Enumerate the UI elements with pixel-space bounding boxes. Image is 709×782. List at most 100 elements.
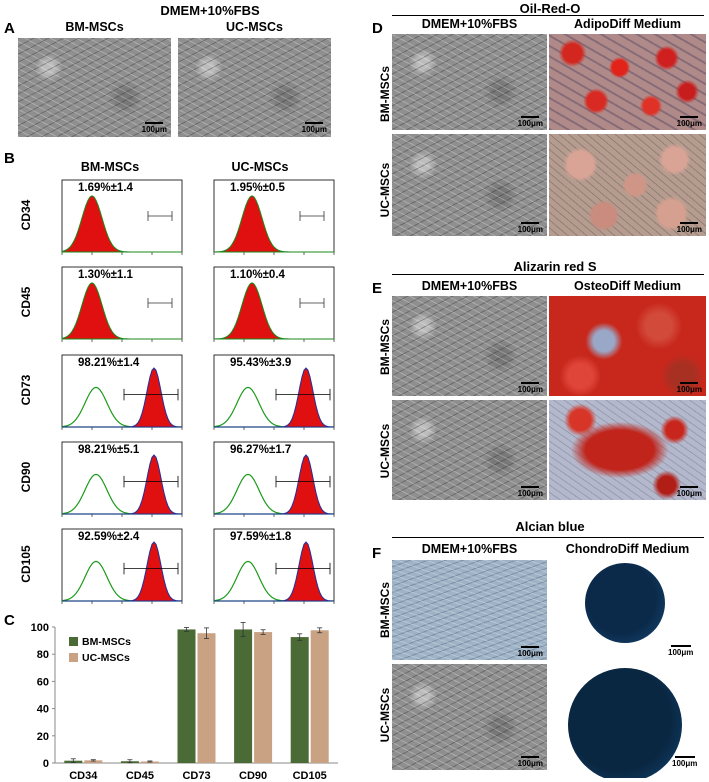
- bar-bm: [177, 629, 196, 763]
- scale-bar: 100μm: [518, 486, 543, 498]
- legend-swatch: [69, 637, 78, 646]
- facs-percentage-bm: 98.21%±5.1: [78, 444, 140, 456]
- panel-e-row-bm: BM-MSCs: [378, 319, 392, 375]
- facs-histogram-uc: [208, 527, 336, 609]
- panel-d-uc-control: 100μm: [392, 134, 547, 236]
- error-bar: [240, 622, 246, 637]
- panel-f-uc-pellet: [568, 668, 682, 778]
- x-category-label: CD105: [293, 770, 327, 782]
- panel-b-col-bm: BM-MSCs: [80, 160, 140, 174]
- error-bar: [297, 633, 303, 641]
- scale-bar: 100μm: [518, 222, 543, 234]
- panel-d-title: Oil-Red-O: [519, 1, 581, 16]
- scale-bar: 100μm: [677, 486, 702, 498]
- panel-b-col-uc: UC-MSCs: [231, 160, 289, 174]
- panel-f-bm-control: 100μm: [392, 560, 547, 660]
- error-bar: [90, 759, 96, 762]
- panel-e-row-uc: UC-MSCs: [378, 423, 392, 479]
- legend-label: BM-MSCs: [82, 636, 131, 648]
- facs-histogram-bm: [56, 178, 184, 260]
- scale-bar: 100μm: [142, 122, 167, 134]
- y-tick-label: 20: [37, 731, 49, 743]
- facs-histogram-bm: [56, 527, 184, 609]
- panel-a-col-uc: UC-MSCs: [226, 20, 283, 34]
- panel-e-uc-osteo: 100μm: [549, 400, 706, 500]
- panel-e-col-1: DMEM+10%FBS: [421, 279, 518, 293]
- x-category-label: CD34: [69, 770, 98, 782]
- facs-marker-label: CD45: [19, 286, 33, 318]
- panel-d-title-rule: [392, 15, 704, 16]
- scale-bar: 100μm: [668, 645, 693, 657]
- facs-histogram-bm: [56, 353, 184, 435]
- scale-bar: 100μm: [302, 122, 327, 134]
- facs-histogram-uc: [208, 265, 336, 347]
- error-bar: [127, 759, 133, 764]
- scale-bar: 100μm: [677, 382, 702, 394]
- panel-d-col-2: AdipoDiff Medium: [574, 17, 681, 31]
- legend-swatch: [69, 653, 78, 662]
- panel-f-row-bm: BM-MSCs: [378, 582, 392, 638]
- y-tick-label: 40: [37, 704, 49, 716]
- error-bar: [260, 629, 266, 635]
- facs-percentage-uc: 97.59%±1.8: [230, 531, 292, 543]
- facs-histogram-bm: [56, 440, 184, 522]
- panel-d-col-1: DMEM+10%FBS: [421, 17, 518, 31]
- facs-percentage-uc: 95.43%±3.9: [230, 357, 292, 369]
- panel-e-col-2: OsteoDiff Medium: [574, 279, 681, 293]
- panel-e-uc-control: 100μm: [392, 400, 547, 500]
- scale-bar: 100μm: [677, 222, 702, 234]
- panel-d-letter: D: [372, 20, 383, 37]
- panel-e-letter: E: [372, 280, 383, 297]
- error-bar: [184, 627, 189, 632]
- panel-c-letter: C: [4, 612, 15, 629]
- panel-d-uc-adipo: 100μm: [549, 134, 706, 236]
- error-bar: [70, 758, 76, 764]
- error-bar: [147, 760, 153, 763]
- facs-percentage-uc: 1.95%±0.5: [230, 182, 285, 194]
- panel-a-col-bm: BM-MSCs: [65, 20, 124, 34]
- panel-f-title: Alcian blue: [515, 519, 585, 534]
- bar-uc: [310, 630, 329, 763]
- marker-bar-chart: 0 20 40 60 80 100 CD34 CD45 CD73 CD90 CD105 BM-MSCs…: [31, 622, 338, 782]
- bar-bm: [234, 629, 253, 763]
- facs-histogram-uc: [208, 178, 336, 260]
- panel-d-bm-adipo: 100μm: [549, 34, 706, 130]
- panel-f-title-rule: [392, 537, 704, 538]
- panel-a-title: DMEM+10%FBS: [160, 3, 260, 18]
- panel-a-uc-micrograph: 100μm: [178, 38, 331, 137]
- y-tick-label: 60: [37, 676, 49, 688]
- y-tick-label: 0: [43, 758, 49, 770]
- panel-e-bm-osteo: 100μm: [549, 296, 706, 396]
- scale-bar: 100μm: [518, 382, 543, 394]
- x-category-label: CD45: [126, 770, 154, 782]
- panel-e-title: Alizarin red S: [513, 259, 597, 274]
- scale-bar: 100μm: [672, 756, 697, 768]
- facs-percentage-uc: 1.10%±0.4: [230, 269, 285, 281]
- facs-percentage-bm: 92.59%±2.4: [78, 531, 140, 543]
- bar-bm: [290, 637, 309, 763]
- facs-histogram-uc: [208, 353, 336, 435]
- bar-uc: [197, 633, 216, 763]
- y-tick-label: 100: [31, 622, 49, 634]
- error-bar: [317, 627, 323, 634]
- panel-a-letter: A: [4, 20, 15, 37]
- facs-histogram-uc: [208, 440, 336, 522]
- scale-bar: 100μm: [518, 646, 543, 658]
- facs-marker-label: CD105: [19, 545, 33, 583]
- legend-label: UC-MSCs: [82, 652, 130, 664]
- panel-e-title-rule: [392, 274, 704, 275]
- facs-marker-label: CD34: [19, 199, 33, 231]
- bar-uc: [84, 760, 103, 763]
- panel-f-bm-pellet: [585, 563, 665, 643]
- facs-percentage-bm: 1.30%±1.1: [78, 269, 133, 281]
- facs-percentage-uc: 96.27%±1.7: [230, 444, 292, 456]
- x-category-label: CD73: [182, 770, 210, 782]
- panel-f-uc-control: 100μm: [392, 664, 547, 770]
- facs-marker-label: CD90: [19, 461, 33, 493]
- facs-histogram-bm: [56, 265, 184, 347]
- facs-marker-label: CD73: [19, 374, 33, 406]
- x-category-label: CD90: [239, 770, 267, 782]
- panel-e-bm-control: 100μm: [392, 296, 547, 396]
- facs-percentage-bm: 1.69%±1.4: [78, 182, 133, 194]
- panel-f-row-uc: UC-MSCs: [378, 687, 392, 743]
